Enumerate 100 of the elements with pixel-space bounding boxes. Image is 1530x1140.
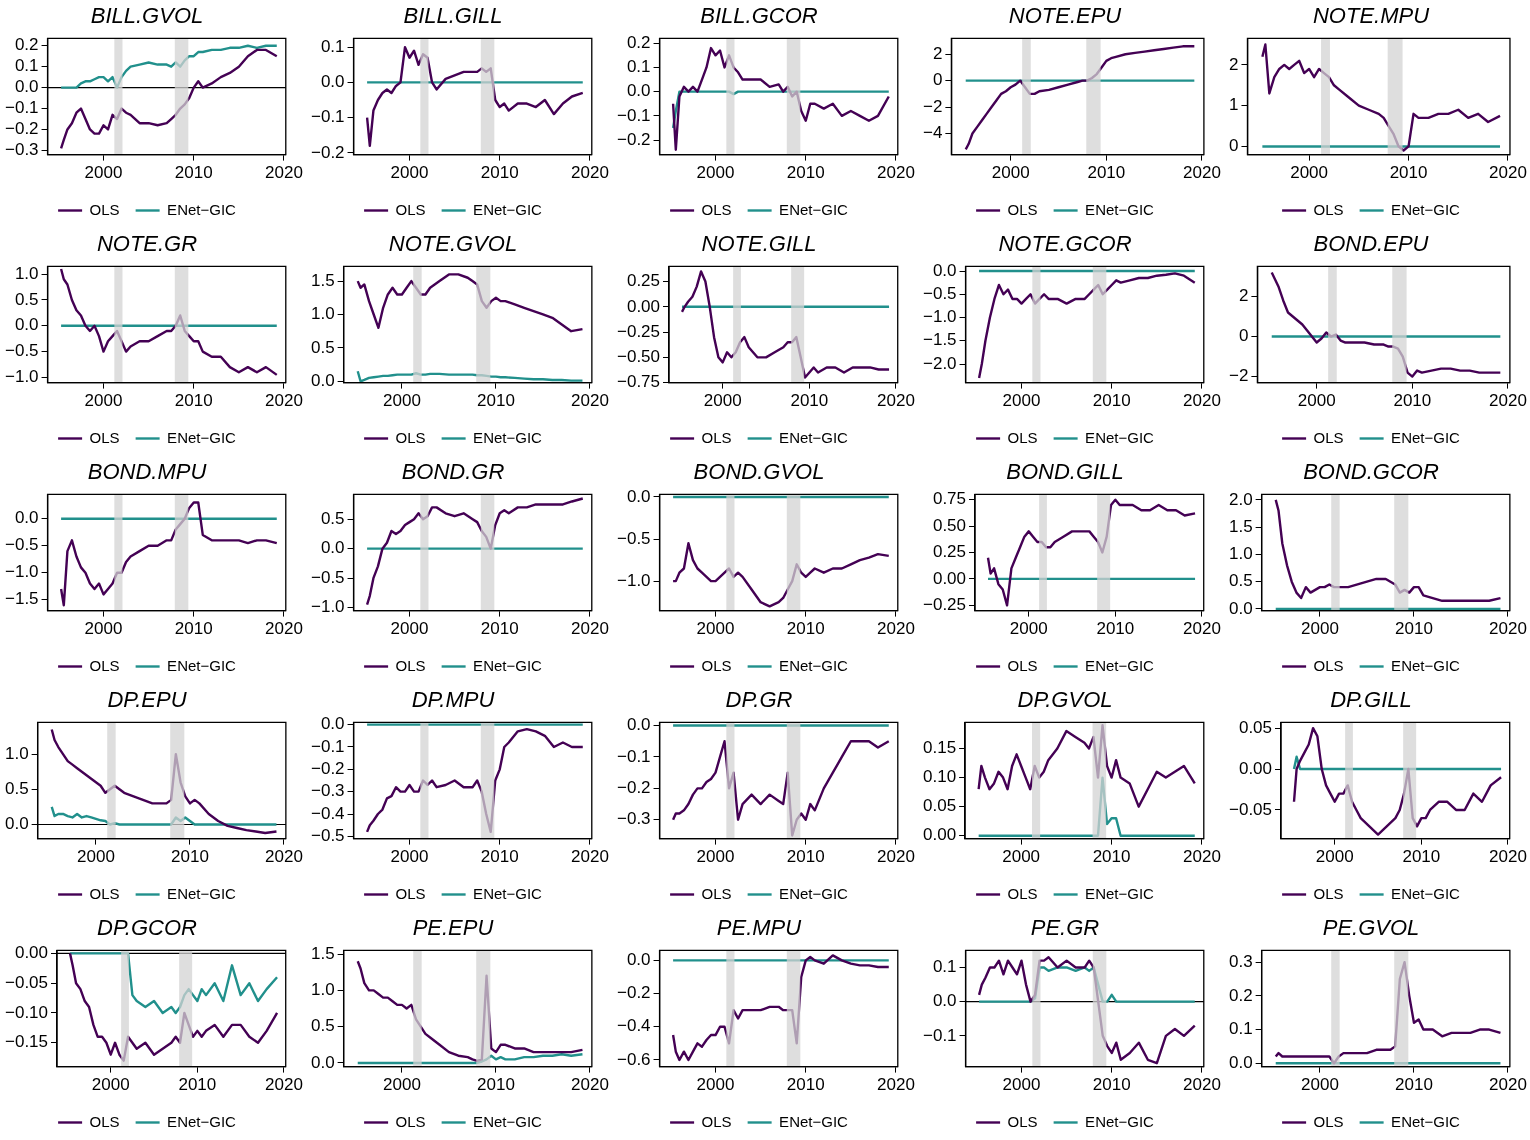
- legend-label: ENet−GIC: [167, 656, 237, 674]
- chart-title: BOND.GVOL: [693, 459, 825, 485]
- y-tick-label: −0.4: [311, 803, 345, 823]
- x-tick-label: 2020: [265, 391, 303, 411]
- y-tick-label: −0.3: [5, 140, 39, 160]
- y-tick-label: 2: [1238, 286, 1249, 306]
- y-tick-label: −0.15: [5, 1032, 49, 1052]
- y-tick-label: 0.00: [922, 825, 957, 845]
- y-tick-label: −0.3: [311, 781, 345, 801]
- legend-label: ENet−GIC: [1085, 884, 1155, 902]
- legend-label: OLS: [1007, 656, 1038, 674]
- x-tick-label: 2020: [877, 619, 915, 639]
- y-tick-label: −0.1: [617, 746, 651, 766]
- legend-label: OLS: [395, 428, 426, 446]
- x-tick-label: 2010: [786, 619, 825, 639]
- y-tick-label: 0.0: [626, 486, 651, 506]
- chart-title: NOTE.GILL: [701, 231, 817, 257]
- y-tick-label: 0.05: [922, 796, 957, 816]
- y-tick-label: −0.1: [311, 736, 345, 756]
- x-tick-label: 2020: [571, 163, 609, 183]
- x-tick-label: 2020: [265, 847, 303, 867]
- x-tick-label: 2010: [174, 619, 213, 639]
- x-tick-label: 2010: [174, 163, 213, 183]
- legend-label: OLS: [701, 200, 732, 218]
- y-tick-label: 0.0: [626, 715, 651, 735]
- legend-label: OLS: [1313, 428, 1344, 446]
- y-tick-label: −0.5: [617, 528, 651, 548]
- y-tick-label: 1.0: [310, 980, 335, 1000]
- legend-label: OLS: [701, 1112, 732, 1130]
- x-tick-label: 2010: [1096, 619, 1135, 639]
- x-tick-label: 2000: [1002, 847, 1041, 867]
- x-tick-label: 2020: [877, 847, 915, 867]
- x-tick-label: 2020: [265, 1075, 303, 1095]
- y-tick-label: 0.1: [1228, 1019, 1253, 1039]
- y-tick-label: −1.0: [5, 367, 39, 387]
- chart-title: DP.GILL: [1330, 687, 1412, 713]
- x-tick-label: 2000: [696, 619, 735, 639]
- x-tick-label: 2020: [571, 1075, 609, 1095]
- legend-label: ENet−GIC: [167, 200, 237, 218]
- legend-label: OLS: [1313, 1112, 1344, 1130]
- chart-title: NOTE.EPU: [1008, 3, 1122, 29]
- y-tick-label: 0.00: [1238, 758, 1273, 778]
- x-tick-label: 2000: [1301, 1075, 1339, 1095]
- y-tick-label: 0.75: [932, 489, 967, 509]
- y-tick-label: 0.0: [4, 814, 29, 834]
- x-tick-label: 2000: [390, 847, 429, 867]
- y-tick-label: 0.0: [1228, 598, 1253, 618]
- chart-title: DP.MPU: [411, 687, 495, 713]
- chart-title: BOND.GR: [401, 459, 505, 485]
- x-tick-label: 2020: [1183, 163, 1221, 183]
- chart-title: DP.GVOL: [1017, 687, 1113, 713]
- x-tick-label: 2000: [1002, 1075, 1041, 1095]
- y-tick-label: 0.50: [932, 515, 967, 535]
- legend-label: OLS: [1007, 1112, 1038, 1130]
- y-tick-label: 0.1: [626, 57, 651, 77]
- x-tick-label: 2000: [390, 163, 429, 183]
- legend-label: OLS: [89, 1112, 120, 1130]
- x-tick-label: 2010: [786, 163, 825, 183]
- legend-label: ENet−GIC: [779, 200, 849, 218]
- y-tick-label: 0.0: [932, 991, 957, 1011]
- x-tick-label: 2020: [1183, 1075, 1221, 1095]
- x-tick-label: 2000: [84, 619, 123, 639]
- legend-label: OLS: [395, 656, 426, 674]
- x-tick-label: 2000: [84, 391, 123, 411]
- chart-title: PE.GR: [1030, 915, 1100, 941]
- x-tick-label: 2020: [1183, 619, 1221, 639]
- x-tick-label: 2020: [265, 163, 303, 183]
- legend-label: OLS: [89, 200, 120, 218]
- legend-label: ENet−GIC: [473, 200, 543, 218]
- x-tick-label: 2020: [877, 1075, 915, 1095]
- y-tick-label: −0.5: [311, 826, 345, 846]
- legend-label: ENet−GIC: [779, 1112, 849, 1130]
- y-tick-label: 0.1: [320, 36, 345, 56]
- x-tick-label: 2020: [1489, 1075, 1527, 1095]
- y-tick-label: −0.2: [617, 778, 651, 798]
- chart-title: BOND.EPU: [1313, 231, 1429, 257]
- y-tick-label: 0.3: [1228, 951, 1253, 971]
- y-tick-label: 0.0: [932, 260, 957, 280]
- legend-label: ENet−GIC: [1085, 200, 1155, 218]
- x-tick-label: 2000: [1290, 163, 1329, 183]
- y-tick-label: −1.0: [311, 597, 345, 617]
- x-tick-label: 2010: [171, 847, 209, 867]
- y-tick-label: 0.0: [310, 370, 335, 390]
- x-tick-label: 2000: [703, 391, 742, 411]
- chart-title: BILL.GVOL: [90, 3, 204, 29]
- legend-label: ENet−GIC: [1391, 428, 1461, 446]
- y-tick-label: 1.0: [1228, 544, 1253, 564]
- y-tick-label: −0.2: [617, 983, 651, 1003]
- y-tick-label: −1.0: [5, 562, 39, 582]
- x-tick-label: 2010: [1389, 163, 1428, 183]
- y-tick-label: −1.5: [5, 589, 39, 609]
- y-tick-label: 0.15: [922, 738, 957, 758]
- y-tick-label: 0.0: [14, 77, 39, 97]
- y-tick-label: −0.50: [617, 347, 661, 367]
- x-tick-label: 2020: [1489, 163, 1527, 183]
- chart-title: NOTE.MPU: [1312, 3, 1430, 29]
- chart-title: DP.EPU: [107, 687, 187, 713]
- chart-title: NOTE.GCOR: [998, 231, 1132, 257]
- y-tick-label: 2.0: [1228, 489, 1253, 509]
- y-tick-label: −0.2: [311, 142, 345, 162]
